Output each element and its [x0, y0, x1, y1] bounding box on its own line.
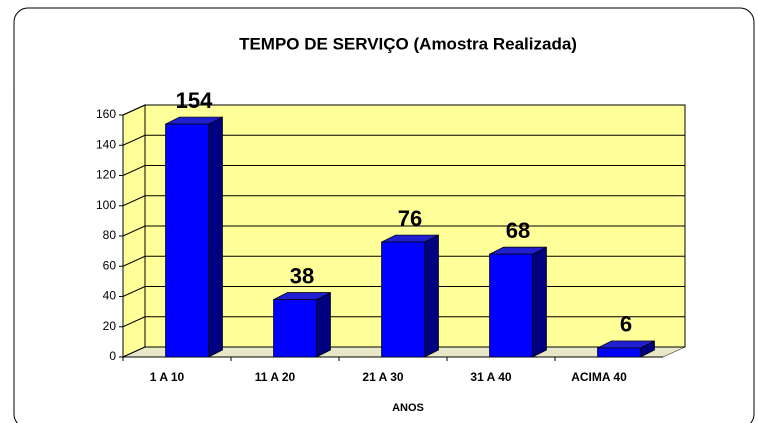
data-label: 68 [506, 218, 530, 243]
data-label: 38 [290, 263, 314, 288]
y-tick-label: 20 [103, 319, 117, 333]
x-tick-label: 31 A 40 [470, 370, 511, 384]
bar [165, 123, 209, 358]
chart-title: TEMPO DE SERVIÇO (Amostra Realizada) [239, 34, 577, 53]
bar-side [424, 234, 439, 358]
data-label: 76 [398, 206, 422, 231]
x-tick-label: 21 A 30 [362, 370, 403, 384]
grid-line [122, 346, 146, 358]
y-tick-label: 140 [96, 137, 116, 151]
y-tick-label: 120 [96, 168, 116, 182]
x-tick-label: 1 A 10 [150, 370, 185, 384]
bar-side [316, 291, 331, 358]
bar [489, 253, 533, 358]
grid-line [122, 255, 146, 267]
grid-line [122, 195, 146, 207]
grid-line [122, 165, 146, 176]
y-tick-label: 100 [96, 198, 116, 212]
x-axis-label: ANOS [392, 402, 424, 414]
grid-line [122, 225, 146, 237]
bar [273, 299, 317, 358]
grid-line [122, 286, 146, 297]
grid-line [122, 104, 146, 116]
data-label: 154 [176, 88, 213, 113]
y-tick-label: 60 [103, 258, 117, 272]
x-tick-label: 11 A 20 [255, 370, 296, 384]
y-tick-label: 40 [103, 289, 117, 303]
data-label: 6 [620, 312, 632, 337]
grid-line [122, 316, 146, 328]
x-tick-label: ACIMA 40 [571, 370, 627, 384]
y-tick-label: 80 [103, 228, 117, 242]
bar [597, 347, 641, 358]
grid-line [122, 134, 146, 146]
y-tick-label: 160 [96, 107, 116, 121]
bar [381, 241, 425, 358]
y-tick-label: 0 [109, 349, 116, 363]
bar-side [208, 116, 223, 358]
bar-side [532, 246, 547, 358]
